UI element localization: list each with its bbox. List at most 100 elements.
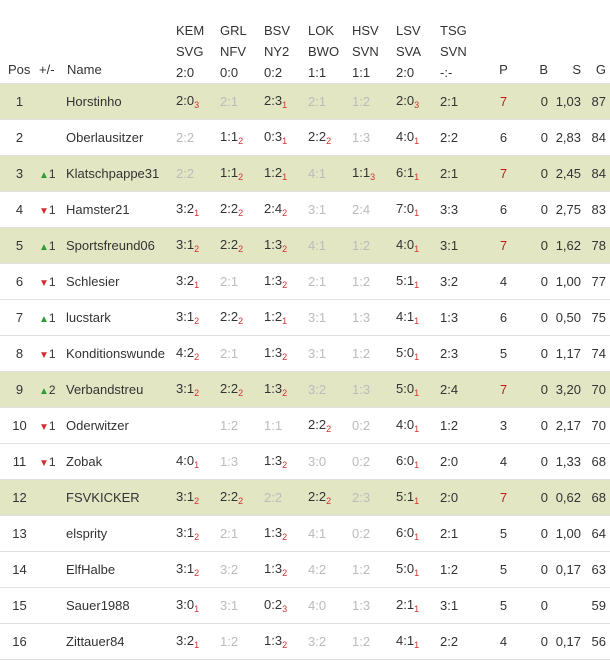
table-row[interactable]: 16 Zittauer84 3:21 1:2 1:32 3:2 1:2 4:11 2:2 4 0 0,… [0,623,610,660]
row-position: 6 [15,274,24,289]
header-match-1[interactable]: KEM SVG 2:0 [176,0,220,84]
row-tip-6: 5:11 [396,480,440,516]
table-row[interactable]: 15 Sauer1988 3:01 3:1 0:23 4:0 1:3 2:11 3:1 5 0 59 [0,587,610,624]
header-match-home: LSV [396,23,421,38]
tip-points: 3 [414,100,420,110]
header-match-3[interactable]: BSV NY2 0:2 [264,0,308,84]
table-row[interactable]: 9 ▲2 Verbandstreu 3:12 2:22 1:32 3:2 1:3 5:01 2:4… [0,371,610,408]
row-total: 77 [591,274,606,289]
tip-score: 2:1 [220,346,239,361]
table-row[interactable]: 8 ▼1 Konditionswunde 4:22 2:1 1:32 3:1 1:2 5:01 2… [0,335,610,372]
row-player-name[interactable]: Sauer1988 [66,598,130,613]
table-row[interactable]: 13 elsprity 3:12 2:1 1:32 4:1 0:2 6:01 2:1 5 0 1,00… [0,515,610,552]
row-tip-1 [176,408,220,444]
row-player-name[interactable]: Oberlausitzer [66,130,144,145]
tip-points: 2 [282,352,288,362]
row-player-name[interactable]: Zittauer84 [66,634,125,649]
row-total: 83 [591,202,606,217]
row-position: 5 [15,238,24,253]
tip-score: 3:1 [176,237,195,252]
row-bonus: 0 [540,454,548,469]
table-row[interactable]: 2 Oberlausitzer 2:2 1:12 0:31 2:22 1:3 4:01 2:2 6… [0,119,610,156]
table-row[interactable]: 4 ▼1 Hamster21 3:21 2:22 2:42 3:1 2:4 7:01 3:3 6 0 2… [0,191,610,228]
header-match-score: 1:1 [308,65,327,80]
tip-score: 2:4 [440,382,459,397]
row-player-name[interactable]: Klatschpappe31 [66,166,160,181]
row-tip-2: 2:22 [220,228,264,264]
row-player-name[interactable]: Horstinho [66,94,122,109]
row-tip-1: 3:12 [176,228,220,264]
tip-points: 2 [282,640,288,650]
header-match-score: 2:0 [396,65,415,80]
row-points: 7 [499,382,508,397]
row-total: 56 [591,634,606,649]
header-match-4[interactable]: LOK BWO 1:1 [308,0,352,84]
tip-score: 2:2 [264,490,283,505]
row-tip-4: 4:1 [308,516,352,552]
row-tip-4: 4:1 [308,228,352,264]
tip-score: 4:0 [396,237,415,252]
header-match-6[interactable]: LSV SVA 2:0 [396,0,440,84]
row-player-name[interactable]: lucstark [66,310,111,325]
tip-score: 1:1 [220,165,239,180]
tip-score: 2:1 [220,526,239,541]
row-tip-7: 2:1 [440,156,484,192]
row-player-name[interactable]: FSVKICKER [66,490,140,505]
row-player-name[interactable]: Schlesier [66,274,120,289]
header-match-2[interactable]: GRL NFV 0:0 [220,0,264,84]
tip-score: 3:1 [176,489,195,504]
table-row[interactable]: 11 ▼1 Zobak 4:01 1:3 1:32 3:0 0:2 6:01 2:0 4 0 1,33 6… [0,443,610,480]
row-tip-7: 2:3 [440,336,484,372]
tip-score: 2:2 [308,417,327,432]
tip-score: 5:0 [396,345,415,360]
row-tip-5: 1:2 [352,84,396,120]
table-row[interactable]: 6 ▼1 Schlesier 3:21 2:1 1:32 2:1 1:2 5:11 3:2 4 0 1,… [0,263,610,300]
header-points: P [499,62,508,77]
row-position: 1 [15,94,24,109]
tip-score: 4:0 [396,417,415,432]
tip-score: 4:1 [396,309,415,324]
tip-score: 2:0 [176,93,195,108]
row-tip-4: 4:2 [308,552,352,588]
table-row[interactable]: 14 ElfHalbe 3:12 3:2 1:32 4:2 1:2 5:01 1:2 5 0 0,17… [0,551,610,588]
header-match-5[interactable]: HSV SVN 1:1 [352,0,396,84]
row-player-name[interactable]: Konditionswunde [66,346,166,361]
row-tip-6: 5:01 [396,552,440,588]
row-player-name[interactable]: Verbandstreu [66,382,144,397]
row-player-name[interactable]: Zobak [66,454,103,469]
tip-score: 1:2 [264,165,283,180]
row-tip-3: 1:32 [264,624,308,660]
row-player-name[interactable]: elsprity [66,526,108,541]
tip-score: 2:1 [440,526,459,541]
row-tip-5: 1:2 [352,264,396,300]
table-row[interactable]: 3 ▲1 Klatschpappe31 2:2 1:12 1:21 4:1 1:13 6:11 2… [0,155,610,192]
row-position: 11 [12,454,27,469]
row-player-name[interactable]: Hamster21 [66,202,130,217]
table-row[interactable]: 5 ▲1 Sportsfreund06 3:12 2:22 1:32 4:1 1:2 4:01 3… [0,227,610,264]
table-row[interactable]: 12 FSVKICKER 3:12 2:22 2:2 2:22 2:3 5:11 2:0 7 0 0,… [0,479,610,516]
row-tip-5: 1:2 [352,624,396,660]
tip-score: 4:0 [396,129,415,144]
table-row[interactable]: 10 ▼1 Oderwitzer 1:2 1:1 2:22 0:2 4:01 1:2 3 0 2,17… [0,407,610,444]
tip-score: 0:2 [352,418,371,433]
row-player-name[interactable]: ElfHalbe [66,562,116,577]
row-movement: ▼1 [39,408,66,444]
row-player-name[interactable]: Sportsfreund06 [66,238,155,253]
table-row[interactable]: 1 Horstinho 2:03 2:1 2:31 2:1 1:2 2:03 2:1 7 0 1,03… [0,83,610,120]
tip-score: 4:1 [308,166,327,181]
tip-points: 1 [282,136,288,146]
header-match-7[interactable]: TSG SVN -:- [440,0,484,84]
table-row[interactable]: 7 ▲1 lucstark 3:12 2:22 1:21 3:1 1:3 4:11 1:3 6 0 0,… [0,299,610,336]
row-s: 2,75 [555,202,581,217]
tip-points: 1 [414,388,420,398]
row-bonus: 0 [540,418,548,433]
row-player-name[interactable]: Oderwitzer [66,418,129,433]
row-tip-4: 2:1 [308,84,352,120]
row-movement [39,588,66,624]
row-bonus: 0 [540,382,548,397]
tip-score: 6:1 [396,165,415,180]
tip-points: 1 [282,172,288,182]
tip-points: 2 [194,244,200,254]
row-tip-6: 4:11 [396,300,440,336]
header-total: G [595,62,606,77]
